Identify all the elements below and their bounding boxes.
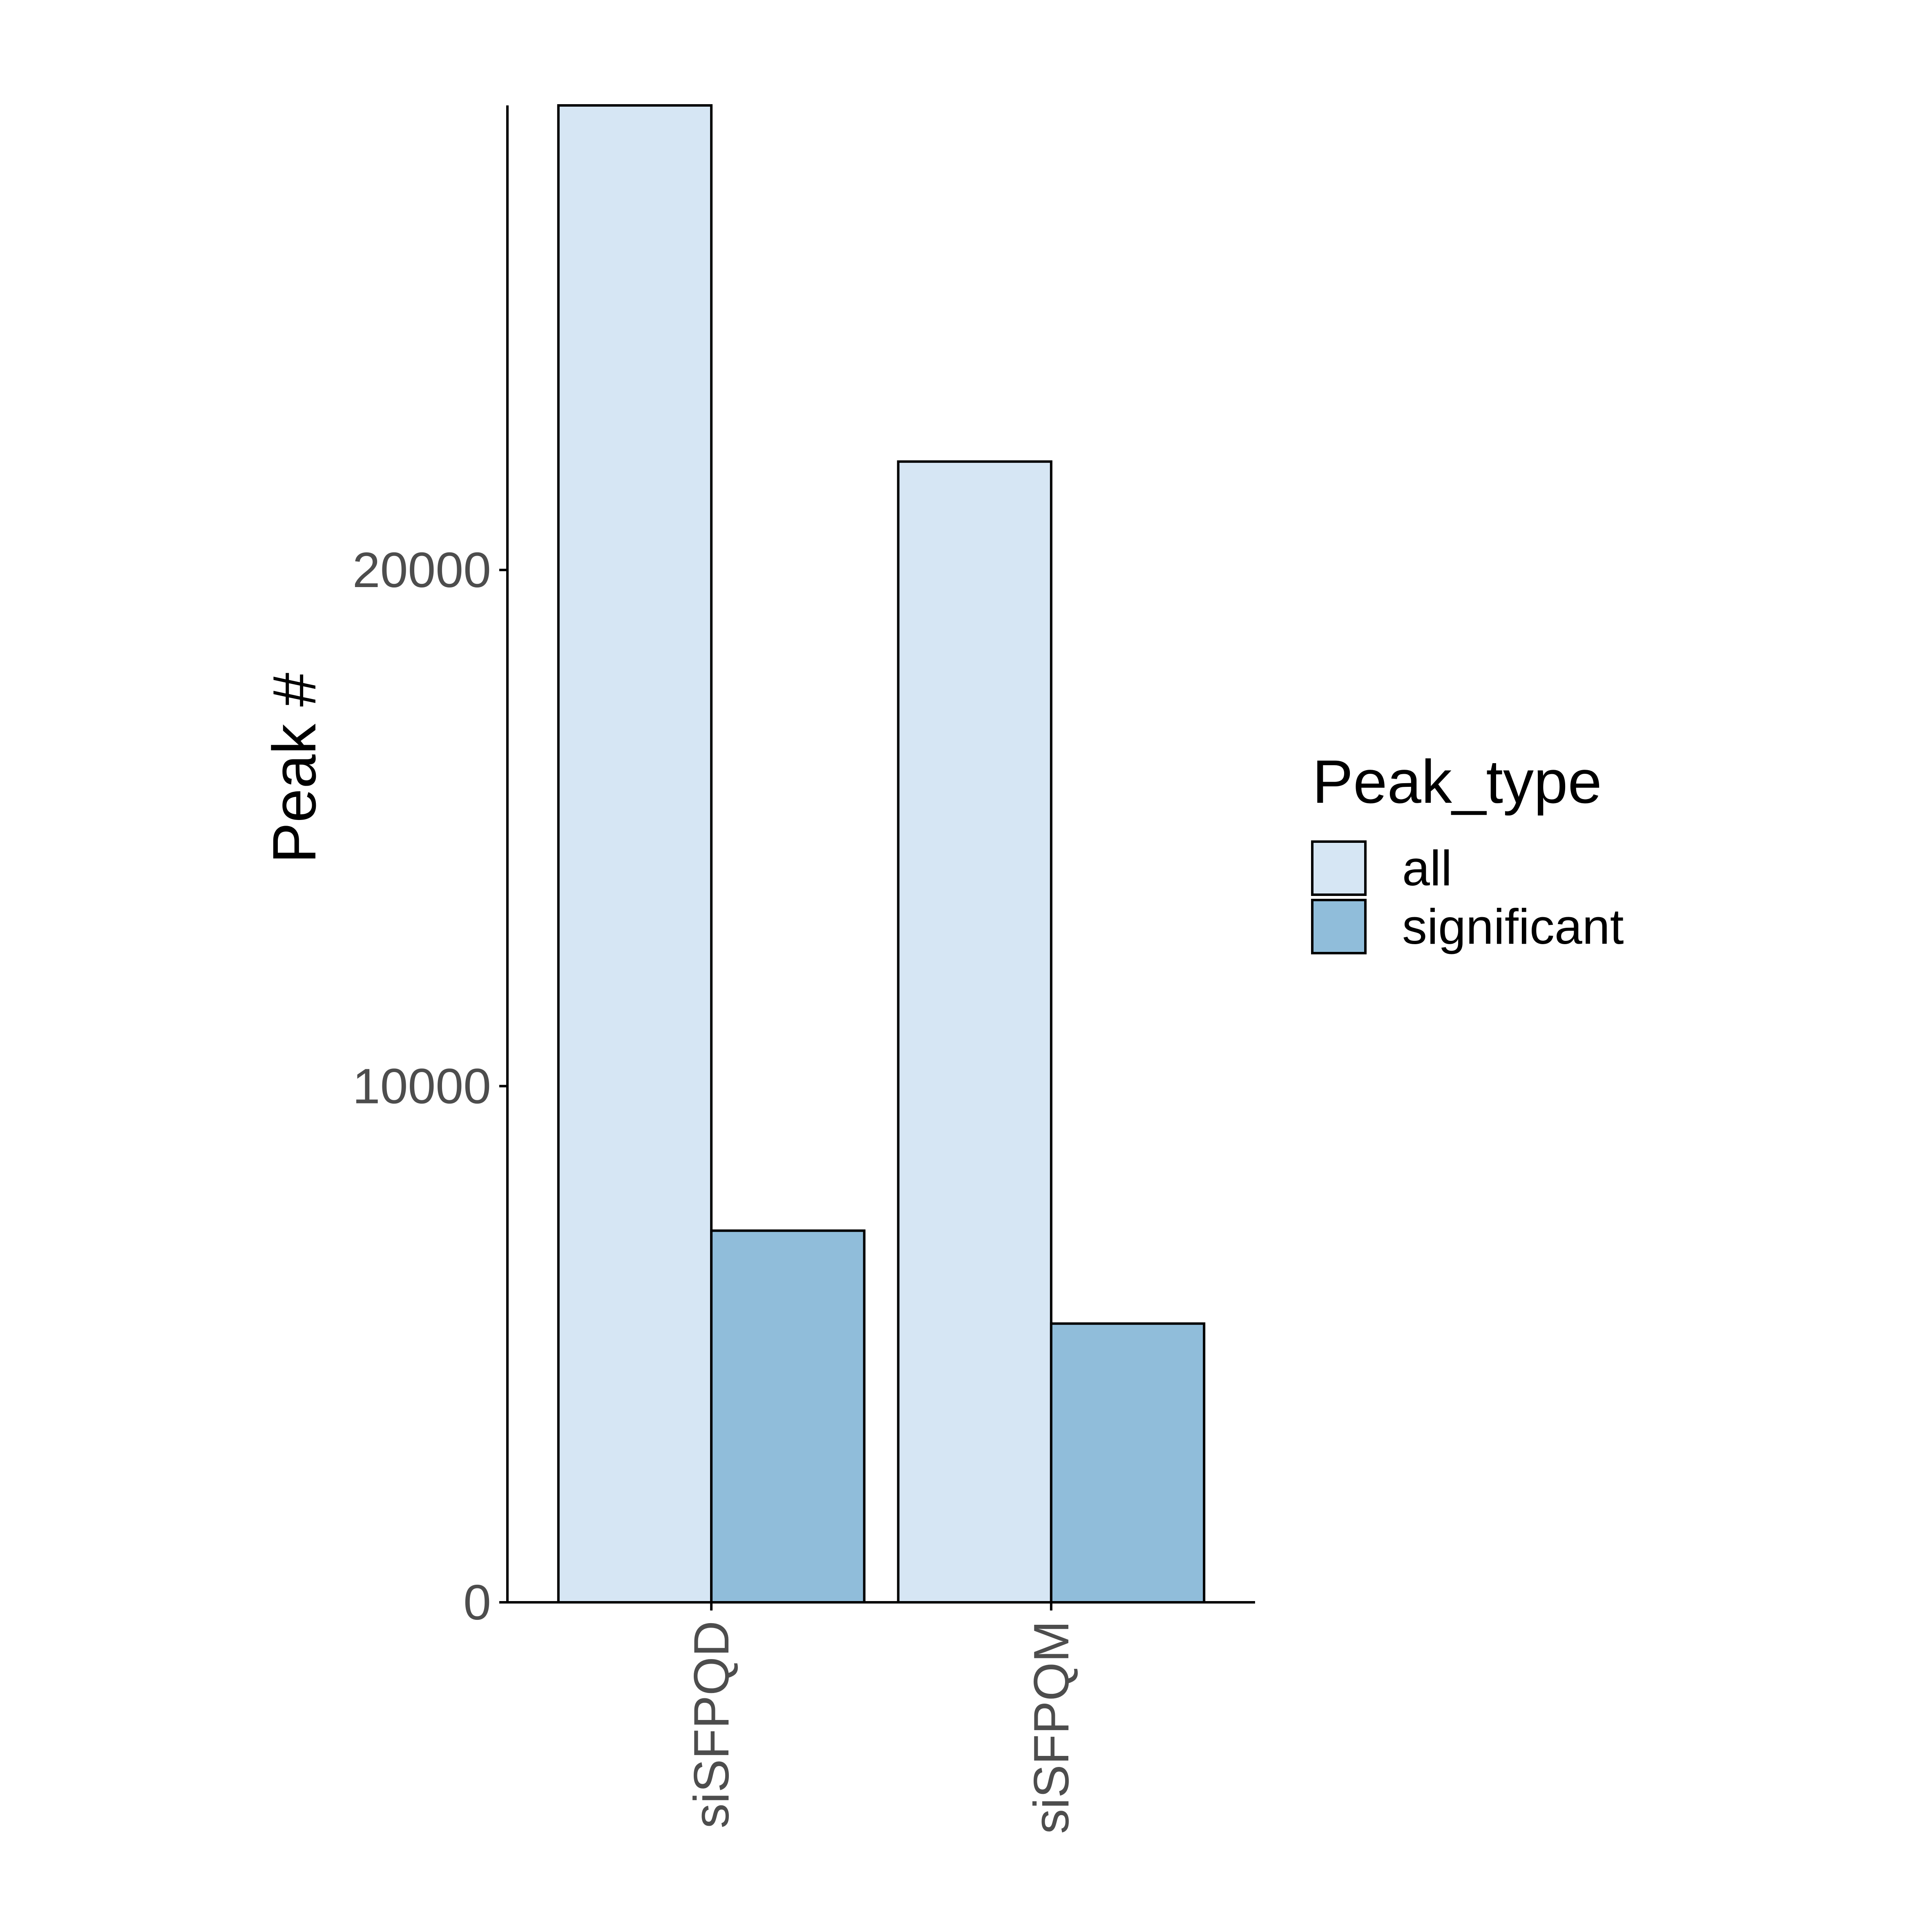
bar-siSFPQM-all (897, 460, 1052, 1604)
x-tick-label: siSFPQM (1023, 1621, 1079, 1834)
y-axis-title: Peak # (260, 673, 328, 864)
legend-key-all (1311, 840, 1367, 896)
x-tick-label: siSFPQD (684, 1621, 739, 1828)
axes-layer (506, 105, 1255, 1604)
bars-layer (557, 104, 1206, 1604)
legend-label-all: all (1402, 840, 1452, 896)
bar-siSFPQM-significant (1050, 1322, 1206, 1604)
legend-key-significant (1311, 899, 1367, 954)
y-tick-label: 20000 (353, 542, 491, 598)
bar-siSFPQD-significant (710, 1229, 866, 1604)
y-tick-label: 10000 (353, 1059, 491, 1114)
legend-label-significant: significant (1402, 899, 1624, 954)
legend-title: Peak_type (1312, 747, 1602, 816)
y-ticks: 0 10000 20000 (353, 542, 507, 1630)
y-tick-label: 0 (463, 1575, 491, 1630)
x-ticks: siSFPQD siSFPQM (684, 1602, 1079, 1834)
bar-siSFPQD-all (557, 104, 713, 1604)
